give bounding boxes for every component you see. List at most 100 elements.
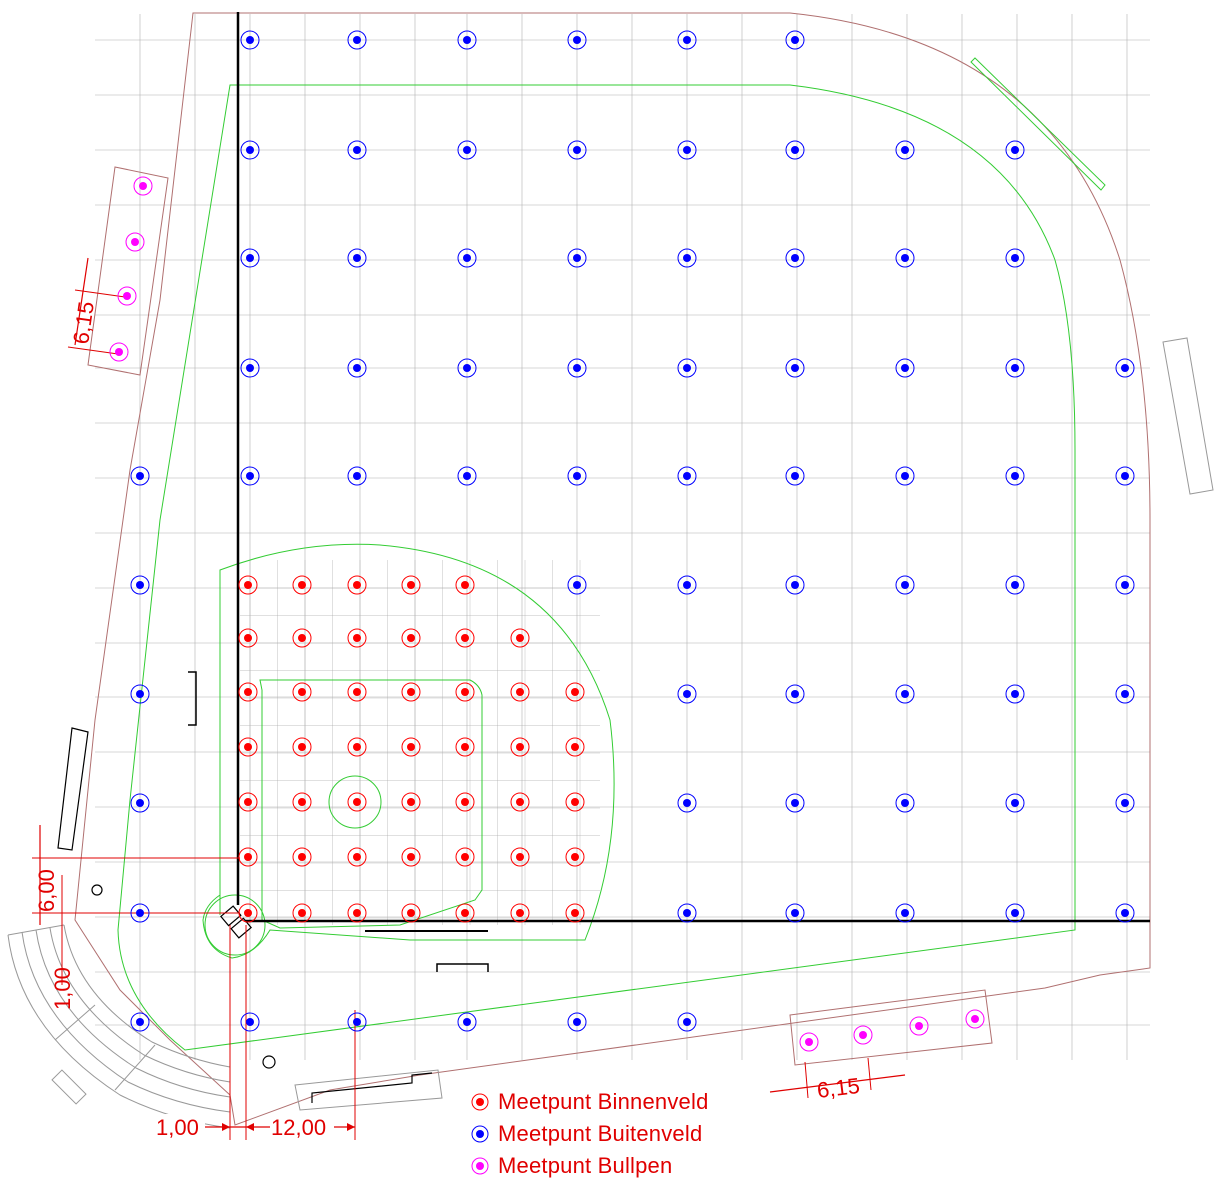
binnenveld-point bbox=[455, 682, 475, 702]
third-base-bench bbox=[188, 671, 197, 726]
buitenveld-point bbox=[567, 30, 587, 50]
buitenveld-point bbox=[785, 358, 805, 378]
binnenveld-point bbox=[455, 628, 475, 648]
buitenveld-point bbox=[677, 793, 697, 813]
binnenveld-point bbox=[347, 792, 367, 812]
bullpen-point bbox=[109, 342, 129, 362]
outfield-screen bbox=[970, 57, 1106, 191]
buitenveld-point bbox=[677, 30, 697, 50]
bullpen-point bbox=[853, 1025, 873, 1045]
buitenveld-point bbox=[677, 466, 697, 486]
measurement-points bbox=[109, 30, 1135, 1052]
buitenveld-point bbox=[130, 684, 150, 704]
dim-offset-vertical: 6,00 bbox=[34, 869, 59, 912]
binnenveld-point bbox=[292, 903, 312, 923]
binnenveld-point bbox=[401, 682, 421, 702]
equipment-marker bbox=[262, 1055, 276, 1069]
binnenveld-point bbox=[455, 737, 475, 757]
left-bullpen-area bbox=[87, 166, 169, 376]
buitenveld-point bbox=[677, 358, 697, 378]
buitenveld-point bbox=[240, 358, 260, 378]
binnenveld-point bbox=[401, 628, 421, 648]
binnenveld-point bbox=[455, 903, 475, 923]
buitenveld-point bbox=[457, 30, 477, 50]
buitenveld-point bbox=[895, 358, 915, 378]
buitenveld-point bbox=[785, 466, 805, 486]
binnenveld-point bbox=[347, 575, 367, 595]
dim-grid-spacing: 12,00 bbox=[271, 1115, 326, 1140]
home-plate bbox=[220, 905, 252, 939]
binnenveld-point bbox=[401, 792, 421, 812]
legend-item-buitenveld: Meetpunt Buitenveld bbox=[470, 1118, 709, 1150]
buitenveld-point bbox=[677, 903, 697, 923]
right-bullpen-area bbox=[789, 989, 993, 1066]
buitenveld-point bbox=[347, 140, 367, 160]
binnenveld-point bbox=[292, 682, 312, 702]
buitenveld-point bbox=[347, 358, 367, 378]
buitenveld-point bbox=[240, 30, 260, 50]
binnenveld-point bbox=[238, 575, 258, 595]
buitenveld-point bbox=[1115, 684, 1135, 704]
infield-arc bbox=[202, 543, 615, 959]
binnenveld-point bbox=[401, 737, 421, 757]
binnenveld-point bbox=[292, 792, 312, 812]
pitchers-mound bbox=[328, 775, 382, 829]
binnenveld-point bbox=[510, 792, 530, 812]
bullpen-point bbox=[799, 1032, 819, 1052]
legend-label-bullpen: Meetpunt Bullpen bbox=[498, 1153, 673, 1178]
binnenveld-point bbox=[455, 575, 475, 595]
dimension-annotations: 6,15 6,15 6,00 1,00 1,00 12,00 bbox=[32, 257, 906, 1140]
field-structures bbox=[7, 12, 1214, 1129]
infield-grass bbox=[259, 679, 483, 929]
legend-label-binnenveld: Meetpunt Binnenveld bbox=[498, 1089, 709, 1114]
backstop-structure bbox=[294, 1069, 443, 1111]
buitenveld-point bbox=[347, 1012, 367, 1032]
buitenveld-point bbox=[1005, 903, 1025, 923]
buitenveld-point bbox=[567, 248, 587, 268]
buitenveld-marker-icon bbox=[471, 1125, 489, 1143]
binnenveld-point bbox=[510, 847, 530, 867]
scoreboard bbox=[1162, 337, 1214, 495]
binnenveld-point bbox=[401, 575, 421, 595]
buitenveld-point bbox=[785, 248, 805, 268]
buitenveld-point bbox=[1005, 140, 1025, 160]
buitenveld-point bbox=[457, 1012, 477, 1032]
binnenveld-point bbox=[565, 737, 585, 757]
bullpen-point bbox=[133, 176, 153, 196]
binnenveld-point bbox=[292, 575, 312, 595]
buitenveld-point bbox=[240, 140, 260, 160]
buitenveld-point bbox=[895, 793, 915, 813]
binnenveld-point bbox=[347, 847, 367, 867]
binnenveld-point bbox=[455, 847, 475, 867]
buitenveld-point bbox=[130, 1012, 150, 1032]
binnenveld-point bbox=[238, 903, 258, 923]
binnenveld-point bbox=[292, 737, 312, 757]
legend-item-binnenveld: Meetpunt Binnenveld bbox=[470, 1086, 709, 1118]
buitenveld-point bbox=[1115, 793, 1135, 813]
buitenveld-point bbox=[785, 30, 805, 50]
legend-item-bullpen: Meetpunt Bullpen bbox=[470, 1150, 709, 1182]
buitenveld-point bbox=[785, 684, 805, 704]
measurement-grid bbox=[95, 14, 1150, 1060]
buitenveld-point bbox=[677, 140, 697, 160]
buitenveld-point bbox=[1005, 793, 1025, 813]
dim-bullpen-left: 6,15 bbox=[68, 300, 99, 346]
binnenveld-point bbox=[238, 682, 258, 702]
third-base-dugout bbox=[57, 727, 89, 851]
backstop-inner bbox=[311, 1072, 433, 1103]
equipment-marker bbox=[91, 884, 103, 896]
buitenveld-point bbox=[785, 575, 805, 595]
buitenveld-point bbox=[347, 30, 367, 50]
buitenveld-point bbox=[347, 466, 367, 486]
buitenveld-point bbox=[457, 248, 477, 268]
binnenveld-point bbox=[347, 628, 367, 648]
grandstand bbox=[7, 924, 231, 1129]
buitenveld-point bbox=[240, 248, 260, 268]
binnenveld-point bbox=[347, 682, 367, 702]
binnenveld-point bbox=[565, 847, 585, 867]
buitenveld-point bbox=[785, 903, 805, 923]
outfield-fence-line bbox=[117, 84, 1076, 1051]
buitenveld-point bbox=[785, 140, 805, 160]
buitenveld-point bbox=[895, 903, 915, 923]
